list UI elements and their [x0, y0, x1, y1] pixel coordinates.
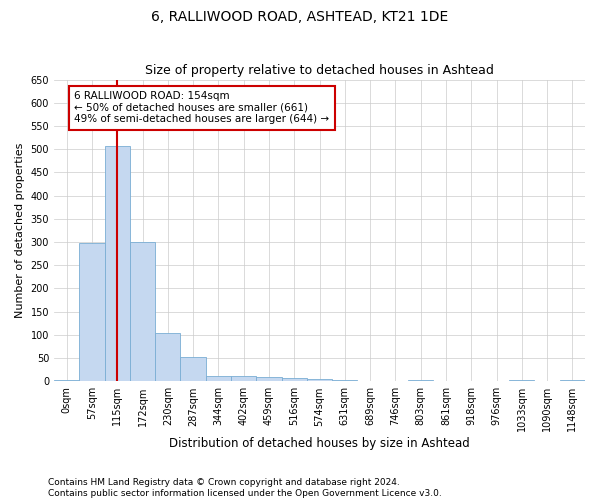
Bar [206, 376, 231, 382]
Text: Contains HM Land Registry data © Crown copyright and database right 2024.
Contai: Contains HM Land Registry data © Crown c… [48, 478, 442, 498]
Y-axis label: Number of detached properties: Number of detached properties [15, 143, 25, 318]
Bar [408, 380, 433, 382]
Text: 6 RALLIWOOD ROAD: 154sqm
← 50% of detached houses are smaller (661)
49% of semi-: 6 RALLIWOOD ROAD: 154sqm ← 50% of detach… [74, 91, 329, 124]
Bar [560, 380, 585, 382]
Text: 6, RALLIWOOD ROAD, ASHTEAD, KT21 1DE: 6, RALLIWOOD ROAD, ASHTEAD, KT21 1DE [151, 10, 449, 24]
Bar [79, 244, 104, 382]
Bar [155, 332, 181, 382]
X-axis label: Distribution of detached houses by size in Ashtead: Distribution of detached houses by size … [169, 437, 470, 450]
Bar [509, 380, 535, 382]
Bar [332, 380, 358, 382]
Bar [256, 376, 281, 382]
Bar [231, 376, 256, 382]
Bar [130, 242, 155, 382]
Bar [181, 356, 206, 382]
Bar [281, 378, 307, 382]
Bar [54, 380, 79, 382]
Bar [104, 146, 130, 382]
Bar [307, 379, 332, 382]
Title: Size of property relative to detached houses in Ashtead: Size of property relative to detached ho… [145, 64, 494, 77]
